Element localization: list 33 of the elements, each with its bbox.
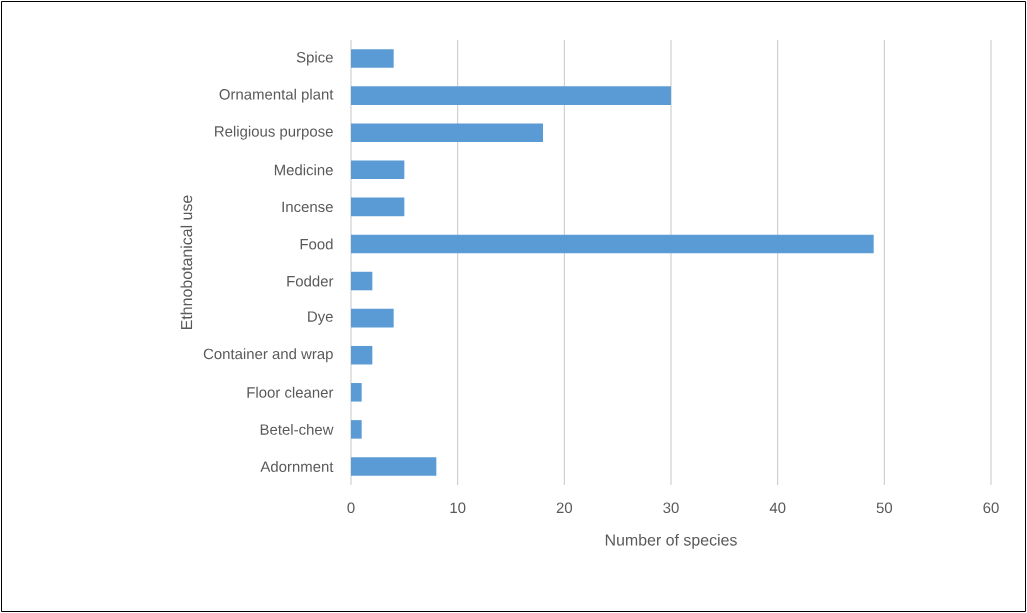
y-tick-label: Religious purpose (215, 125, 333, 140)
bar (351, 457, 437, 476)
y-tick-label: Container and wrap (203, 348, 333, 363)
bar (351, 160, 405, 180)
bar (351, 308, 394, 328)
bar (351, 420, 362, 439)
y-tick-label: Dye (308, 311, 333, 325)
y-tick-label: Fodder (287, 275, 334, 287)
bar (351, 234, 874, 254)
x-tick-label: 60 (983, 502, 999, 514)
x-tick-label: 0 (347, 502, 355, 514)
bar (351, 383, 362, 402)
y-tick-label: Spice (296, 51, 333, 66)
x-axis-title: Number of species (605, 533, 737, 549)
x-tick-label: 50 (876, 502, 893, 514)
bar (351, 197, 405, 217)
y-tick-label: Floor cleaner (247, 386, 334, 398)
bar (351, 123, 543, 142)
bar (351, 271, 373, 291)
x-tick-label: 20 (556, 502, 573, 514)
y-tick-label: Food (300, 238, 333, 250)
y-tick-label: Incense (282, 201, 333, 213)
x-tick-label: 10 (450, 502, 466, 514)
bar (351, 49, 394, 68)
x-tick-label: 40 (769, 502, 786, 514)
x-tick-label: 30 (663, 502, 679, 514)
bar (351, 86, 672, 105)
y-tick-label: Adornment (260, 460, 334, 472)
bar (351, 345, 373, 365)
y-tick-label: Ornamental plant (219, 88, 334, 103)
y-tick-label: Betel-chew (260, 423, 334, 435)
y-tick-label: Medicine (274, 164, 333, 176)
y-axis-title: Ethnobotanical use (180, 195, 193, 329)
